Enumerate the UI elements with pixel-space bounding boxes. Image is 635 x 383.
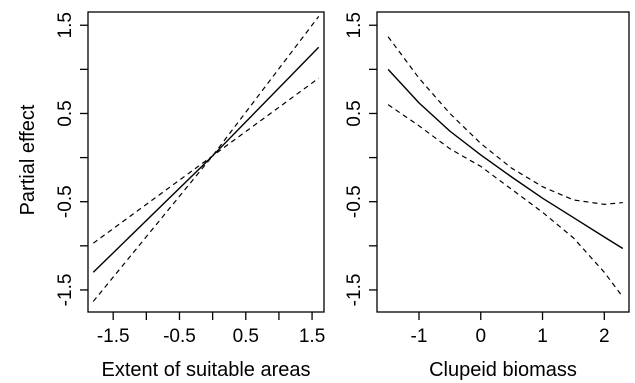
y-axis-label: Partial effect [17,104,39,215]
panel-left-confidence-band-line [92,77,320,244]
panel-left-x-axis-label: Extent of suitable areas [101,359,310,381]
panel-left-y-ticks: -1.5 -0.5 0.5 1.5 [55,12,88,306]
panel-right-x-tick-label: 0 [475,326,486,347]
panel-right-frame [376,11,630,313]
panel-left-lines [92,16,320,302]
panel-right-y-tick-label: -1.5 [344,274,365,307]
panel-left: -1.5 -0.5 0.5 1.5 -1.5 -0.5 0.5 1.5 Extent of … [55,11,325,381]
panel-left-y-tick-label: -1.5 [55,274,76,307]
panel-right-y-tick-label: -0.5 [344,185,365,218]
panel-left-x-tick-label: -0.5 [163,326,196,347]
panel-left-x-tick-label: 1.5 [299,326,325,347]
panel-left-y-tick-label: -0.5 [55,185,76,218]
panel-left-x-tick-label: -1.5 [97,326,130,347]
panel-right: -1 0 1 2 -1.5 -0.5 0.5 1.5 Clupeid biomass [344,11,630,381]
panel-right-y-tick-label: 0.5 [344,100,365,126]
panel-right-fit-line [387,68,624,250]
panel-left-y-tick-label: 1.5 [55,12,76,38]
panel-left-frame [87,11,325,313]
panel-left-x-ticks: -1.5 -0.5 0.5 1.5 [97,312,325,347]
panel-right-confidence-band-line [387,36,623,205]
panel-right-lines [387,36,624,298]
panel-right-x-tick-label: -1 [411,326,428,347]
panel-right-y-ticks: -1.5 -0.5 0.5 1.5 [344,12,377,306]
panel-right-x-tick-label: 2 [599,326,610,347]
panel-right-y-tick-label: 1.5 [344,12,365,38]
panel-right-x-ticks: -1 0 1 2 [411,312,610,347]
panel-left-x-tick-label: 0.5 [233,326,259,347]
panel-left-y-tick-label: 0.5 [55,100,76,126]
panel-right-x-tick-label: 1 [537,326,548,347]
panel-right-x-axis-label: Clupeid biomass [429,359,577,381]
